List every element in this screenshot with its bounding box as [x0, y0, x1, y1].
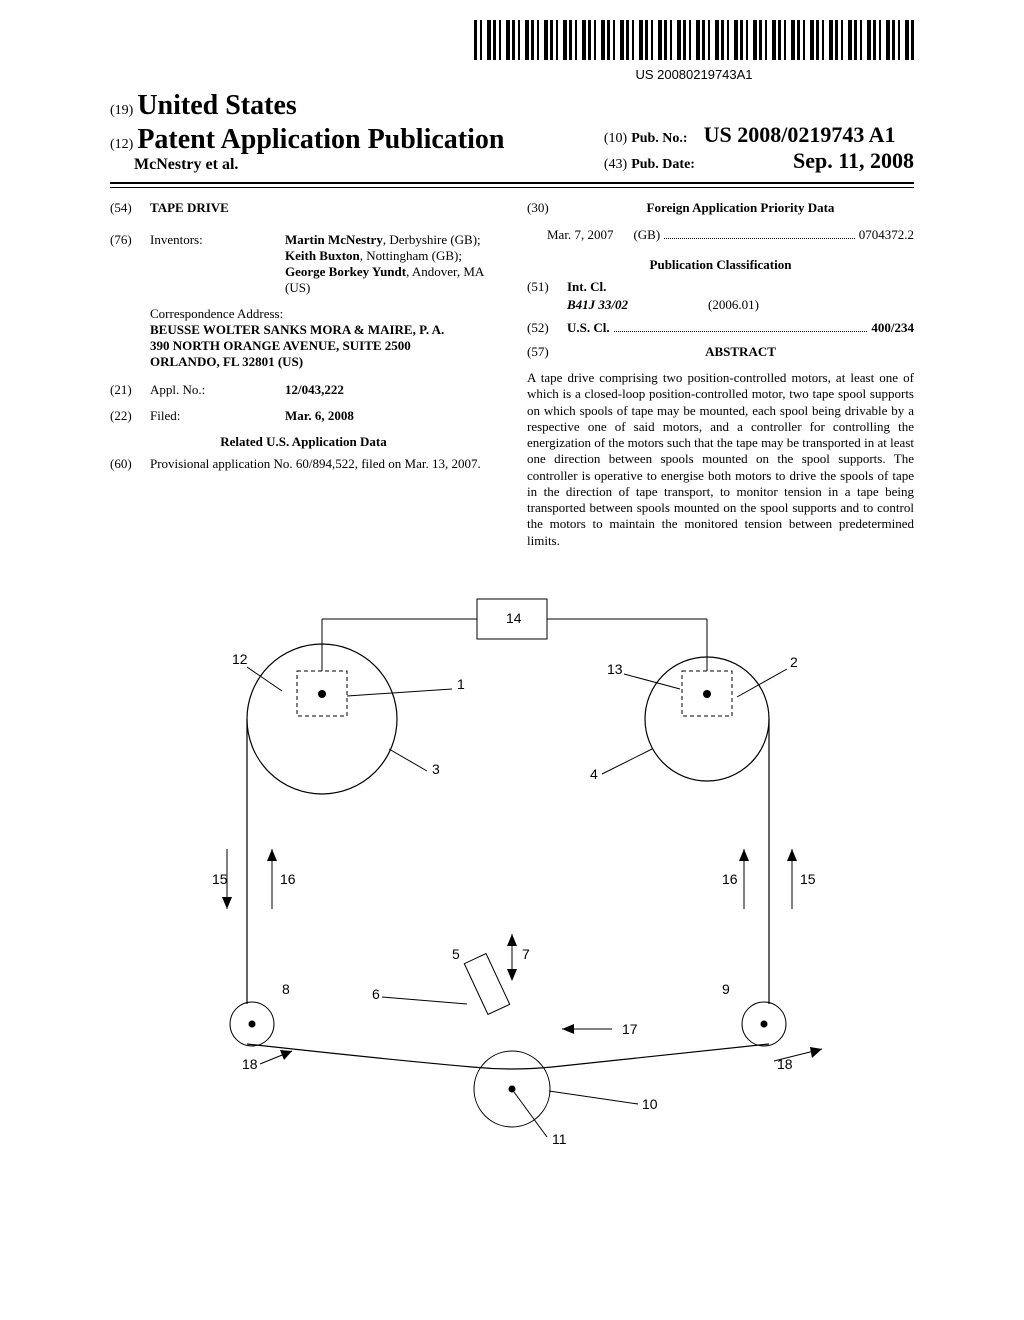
correspondence-addr1: 390 NORTH ORANGE AVENUE, SUITE 2500 — [150, 338, 497, 354]
foreign-code: (30) — [527, 200, 567, 216]
fig-label-14: 14 — [506, 610, 522, 626]
pubdate: Sep. 11, 2008 — [793, 148, 914, 173]
foreign-date: Mar. 7, 2007 — [547, 227, 613, 243]
fig-label-15r: 15 — [800, 871, 816, 887]
header: (19) United States (12) Patent Applicati… — [110, 90, 914, 174]
intcl-class: B41J 33/02 — [567, 297, 628, 313]
barcode-label: US 20080219743A1 — [474, 67, 914, 82]
foreign-num: 0704372.2 — [859, 227, 914, 243]
abstract-label: ABSTRACT — [567, 344, 914, 360]
country-code: (19) — [110, 103, 133, 118]
abstract-code: (57) — [527, 344, 567, 360]
rule-thin — [110, 187, 914, 188]
pubclass-title: Publication Classification — [527, 257, 914, 273]
filed-label: Filed: — [150, 408, 285, 424]
correspondence-addr2: ORLANDO, FL 32801 (US) — [150, 354, 497, 370]
pubno: US 2008/0219743 A1 — [704, 122, 896, 147]
correspondence: Correspondence Address: BEUSSE WOLTER SA… — [150, 306, 497, 370]
fig-label-8: 8 — [282, 981, 290, 997]
inventors: Martin McNestry, Derbyshire (GB); Keith … — [285, 232, 497, 296]
correspondence-name: BEUSSE WOLTER SANKS MORA & MAIRE, P. A. — [150, 322, 497, 338]
applno-code: (21) — [110, 382, 150, 398]
title-code: (54) — [110, 200, 150, 216]
fig-label-16l: 16 — [280, 871, 296, 887]
fig-label-18l: 18 — [242, 1056, 258, 1072]
uscl-label: U.S. Cl. — [567, 320, 610, 336]
fig-label-9: 9 — [722, 981, 730, 997]
pubdate-label: Pub. Date: — [631, 157, 695, 172]
fig-label-15l: 15 — [212, 871, 228, 887]
barcode — [474, 20, 914, 60]
title: TAPE DRIVE — [150, 200, 497, 216]
related-title: Related U.S. Application Data — [110, 434, 497, 450]
pubdate-code: (43) — [604, 157, 627, 172]
inventors-label: Inventors: — [150, 232, 285, 296]
country: United States — [137, 90, 296, 121]
fig-label-10: 10 — [642, 1096, 658, 1112]
fig-label-17: 17 — [622, 1021, 638, 1037]
fig-label-6: 6 — [372, 986, 380, 1002]
kind-code: (12) — [110, 137, 133, 152]
filed: Mar. 6, 2008 — [285, 408, 497, 424]
fig-label-2: 2 — [790, 654, 798, 670]
applno-label: Appl. No.: — [150, 382, 285, 398]
correspondence-label: Correspondence Address: — [150, 306, 497, 322]
abstract-text: A tape drive comprising two position-con… — [527, 370, 914, 549]
uscl-code: (52) — [527, 320, 567, 336]
applno: 12/043,222 — [285, 382, 497, 398]
dotted-line — [614, 319, 868, 332]
intcl-label: Int. Cl. — [567, 279, 914, 295]
foreign-title: Foreign Application Priority Data — [567, 200, 914, 216]
fig-label-11: 11 — [552, 1131, 567, 1147]
fig-label-5: 5 — [452, 946, 460, 962]
figure: 14 12 1 3 13 2 4 — [182, 589, 842, 1149]
provisional-code: (60) — [110, 456, 150, 472]
header-author: McNestry et al. — [134, 156, 238, 173]
filed-code: (22) — [110, 408, 150, 424]
intcl-code: (51) — [527, 279, 567, 295]
fig-label-16r: 16 — [722, 871, 738, 887]
fig-label-7: 7 — [522, 946, 530, 962]
kind: Patent Application Publication — [137, 124, 504, 155]
provisional: Provisional application No. 60/894,522, … — [150, 456, 497, 472]
fig-label-1: 1 — [457, 676, 465, 692]
foreign-country: (GB) — [633, 227, 660, 243]
pubno-code: (10) — [604, 131, 627, 146]
pubno-label: Pub. No.: — [631, 131, 687, 146]
fig-label-12: 12 — [232, 651, 248, 667]
fig-label-4: 4 — [590, 766, 598, 782]
inventors-code: (76) — [110, 232, 150, 296]
fig-label-3: 3 — [432, 761, 440, 777]
dotted-line — [664, 226, 855, 239]
right-column: (30) Foreign Application Priority Data M… — [527, 200, 914, 549]
left-column: (54) TAPE DRIVE (76) Inventors: Martin M… — [110, 200, 497, 549]
uscl-val: 400/234 — [871, 320, 914, 336]
rule-thick — [110, 182, 914, 184]
fig-label-13: 13 — [607, 661, 623, 677]
barcode-block: US 20080219743A1 — [474, 20, 914, 82]
intcl-ver: (2006.01) — [708, 297, 759, 313]
